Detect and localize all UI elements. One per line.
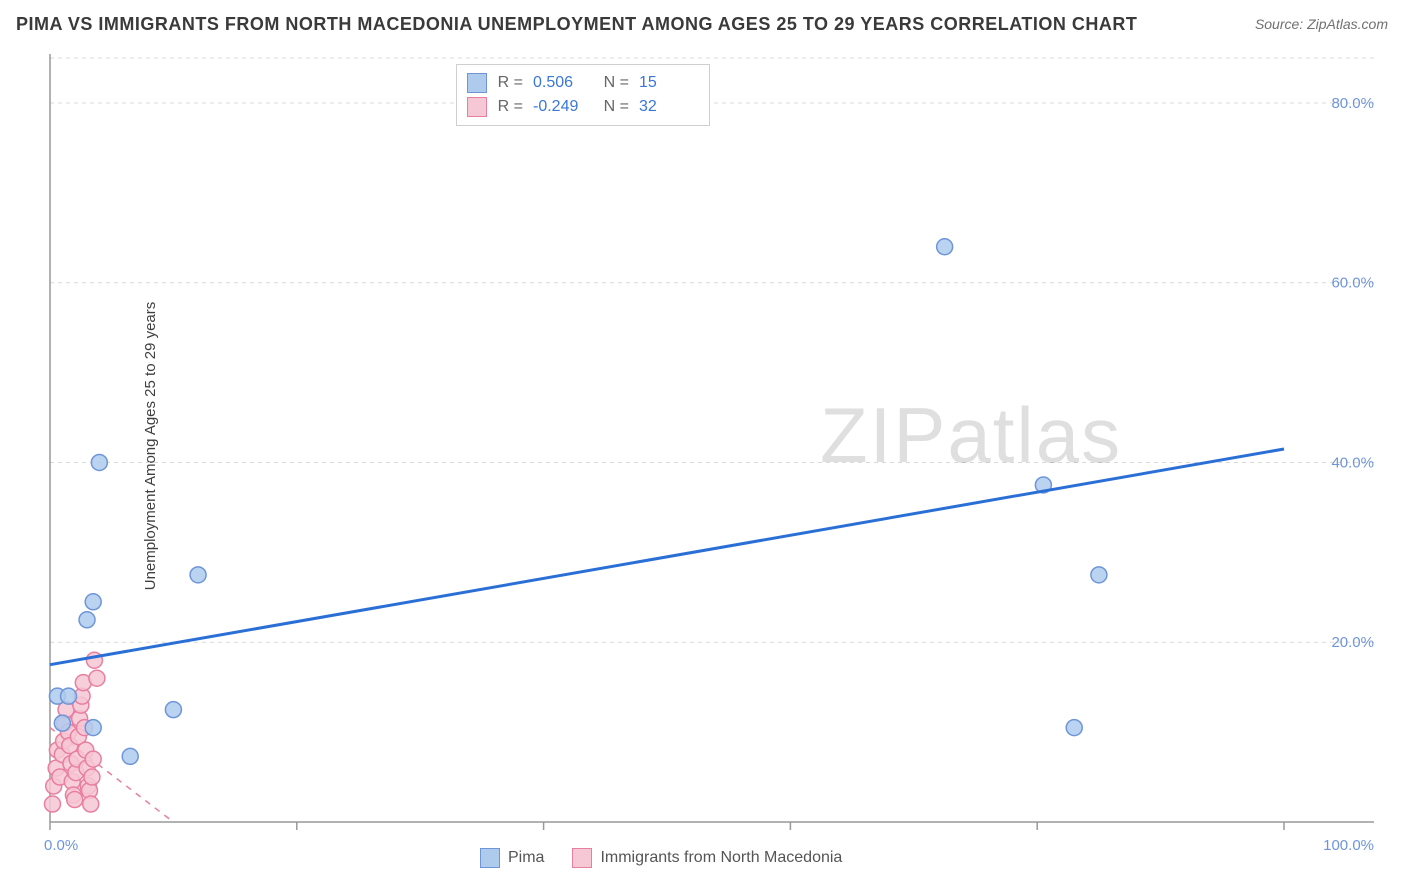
correlation-stats-box: R = 0.506 N = 15 R = -0.249 N = 32 [456,64,710,126]
stats-row-macedonia: R = -0.249 N = 32 [467,95,699,119]
svg-text:20.0%: 20.0% [1331,634,1374,651]
n-value-pima: 15 [639,74,699,92]
svg-text:100.0%: 100.0% [1323,837,1374,854]
swatch-pima-icon [480,848,500,868]
r-value-macedonia: -0.249 [533,98,593,116]
correlation-scatter-chart: 20.0% 40.0% 60.0% 80.0% 0.0% 100.0% [0,0,1406,892]
swatch-macedonia [467,97,487,117]
n-label: N = [603,74,629,92]
svg-text:0.0%: 0.0% [44,837,78,854]
legend-item-pima: Pima [480,848,544,868]
legend-bottom: Pima Immigrants from North Macedonia [480,848,842,868]
svg-text:80.0%: 80.0% [1331,95,1374,112]
legend-label-pima: Pima [508,849,544,867]
legend-label-macedonia: Immigrants from North Macedonia [600,849,842,867]
swatch-macedonia-icon [572,848,592,868]
r-label: R = [497,74,523,92]
r-value-pima: 0.506 [533,74,593,92]
n-label: N = [603,98,629,116]
svg-text:60.0%: 60.0% [1331,275,1374,292]
swatch-pima [467,73,487,93]
legend-item-macedonia: Immigrants from North Macedonia [572,848,842,868]
svg-text:40.0%: 40.0% [1331,454,1374,471]
stats-row-pima: R = 0.506 N = 15 [467,71,699,95]
r-label: R = [497,98,523,116]
n-value-macedonia: 32 [639,98,699,116]
